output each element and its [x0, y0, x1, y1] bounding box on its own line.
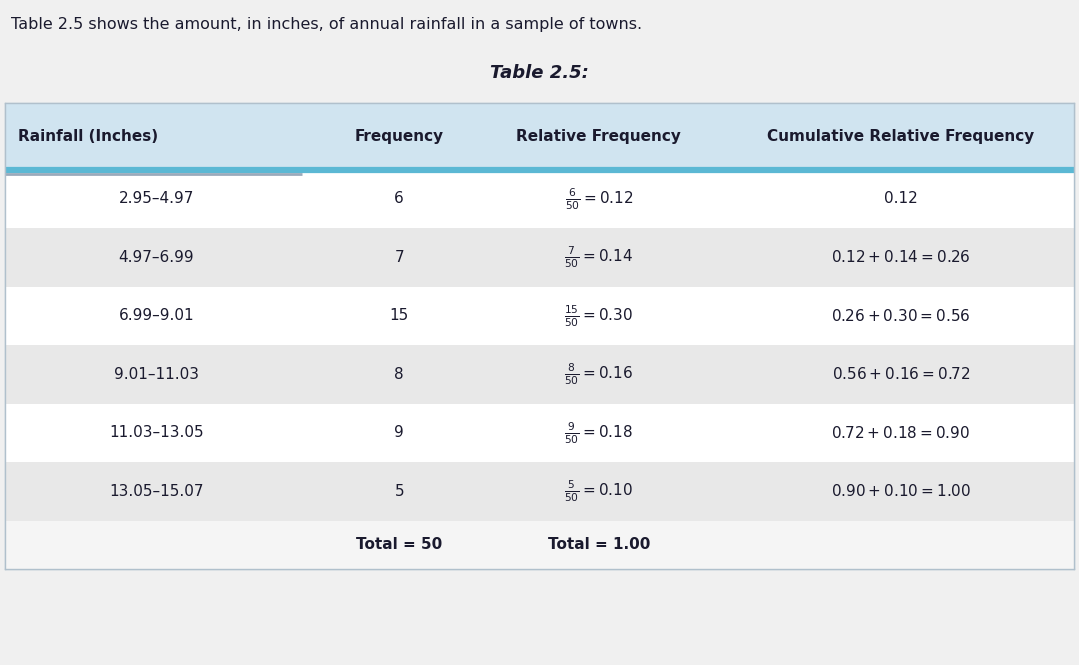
Text: Table 2.5:: Table 2.5:	[490, 64, 589, 82]
Text: Frequency: Frequency	[355, 129, 443, 144]
Text: 13.05–15.07: 13.05–15.07	[109, 484, 204, 499]
Text: $0.56 + 0.16 = 0.72$: $0.56 + 0.16 = 0.72$	[832, 366, 970, 382]
Text: Rainfall (Inches): Rainfall (Inches)	[18, 129, 159, 144]
Text: 7: 7	[395, 250, 404, 265]
Text: 0.12: 0.12	[884, 192, 918, 206]
Text: Table 2.5 shows the amount, in inches, of annual rainfall in a sample of towns.: Table 2.5 shows the amount, in inches, o…	[11, 17, 642, 32]
Text: Relative Frequency: Relative Frequency	[517, 129, 681, 144]
Text: $\frac{15}{50} = 0.30$: $\frac{15}{50} = 0.30$	[564, 303, 633, 329]
Text: 11.03–13.05: 11.03–13.05	[109, 426, 204, 440]
Text: $0.90 + 0.10 = 1.00$: $0.90 + 0.10 = 1.00$	[831, 483, 971, 499]
Text: 9: 9	[394, 426, 405, 440]
Text: 5: 5	[395, 484, 404, 499]
Text: $\frac{7}{50} = 0.14$: $\frac{7}{50} = 0.14$	[564, 245, 633, 270]
Text: $\frac{6}{50} = 0.12$: $\frac{6}{50} = 0.12$	[564, 186, 633, 211]
Text: 6: 6	[394, 192, 405, 206]
Text: 8: 8	[395, 367, 404, 382]
Text: 2.95–4.97: 2.95–4.97	[119, 192, 194, 206]
Text: $\frac{5}{50} = 0.10$: $\frac{5}{50} = 0.10$	[564, 479, 633, 504]
Text: $\frac{9}{50} = 0.18$: $\frac{9}{50} = 0.18$	[564, 420, 633, 446]
Text: $\frac{8}{50} = 0.16$: $\frac{8}{50} = 0.16$	[564, 362, 633, 387]
Text: 4.97–6.99: 4.97–6.99	[119, 250, 194, 265]
Text: 15: 15	[390, 309, 409, 323]
Text: Cumulative Relative Frequency: Cumulative Relative Frequency	[767, 129, 1035, 144]
Text: Total = 1.00: Total = 1.00	[548, 537, 650, 552]
Text: 9.01–11.03: 9.01–11.03	[114, 367, 199, 382]
Text: 6.99–9.01: 6.99–9.01	[119, 309, 194, 323]
Text: $0.26 + 0.30 = 0.56$: $0.26 + 0.30 = 0.56$	[831, 308, 971, 324]
Text: $0.72 + 0.18 = 0.90$: $0.72 + 0.18 = 0.90$	[832, 425, 970, 441]
Text: Total = 50: Total = 50	[356, 537, 442, 552]
Text: $0.12 + 0.14 = 0.26$: $0.12 + 0.14 = 0.26$	[831, 249, 971, 265]
